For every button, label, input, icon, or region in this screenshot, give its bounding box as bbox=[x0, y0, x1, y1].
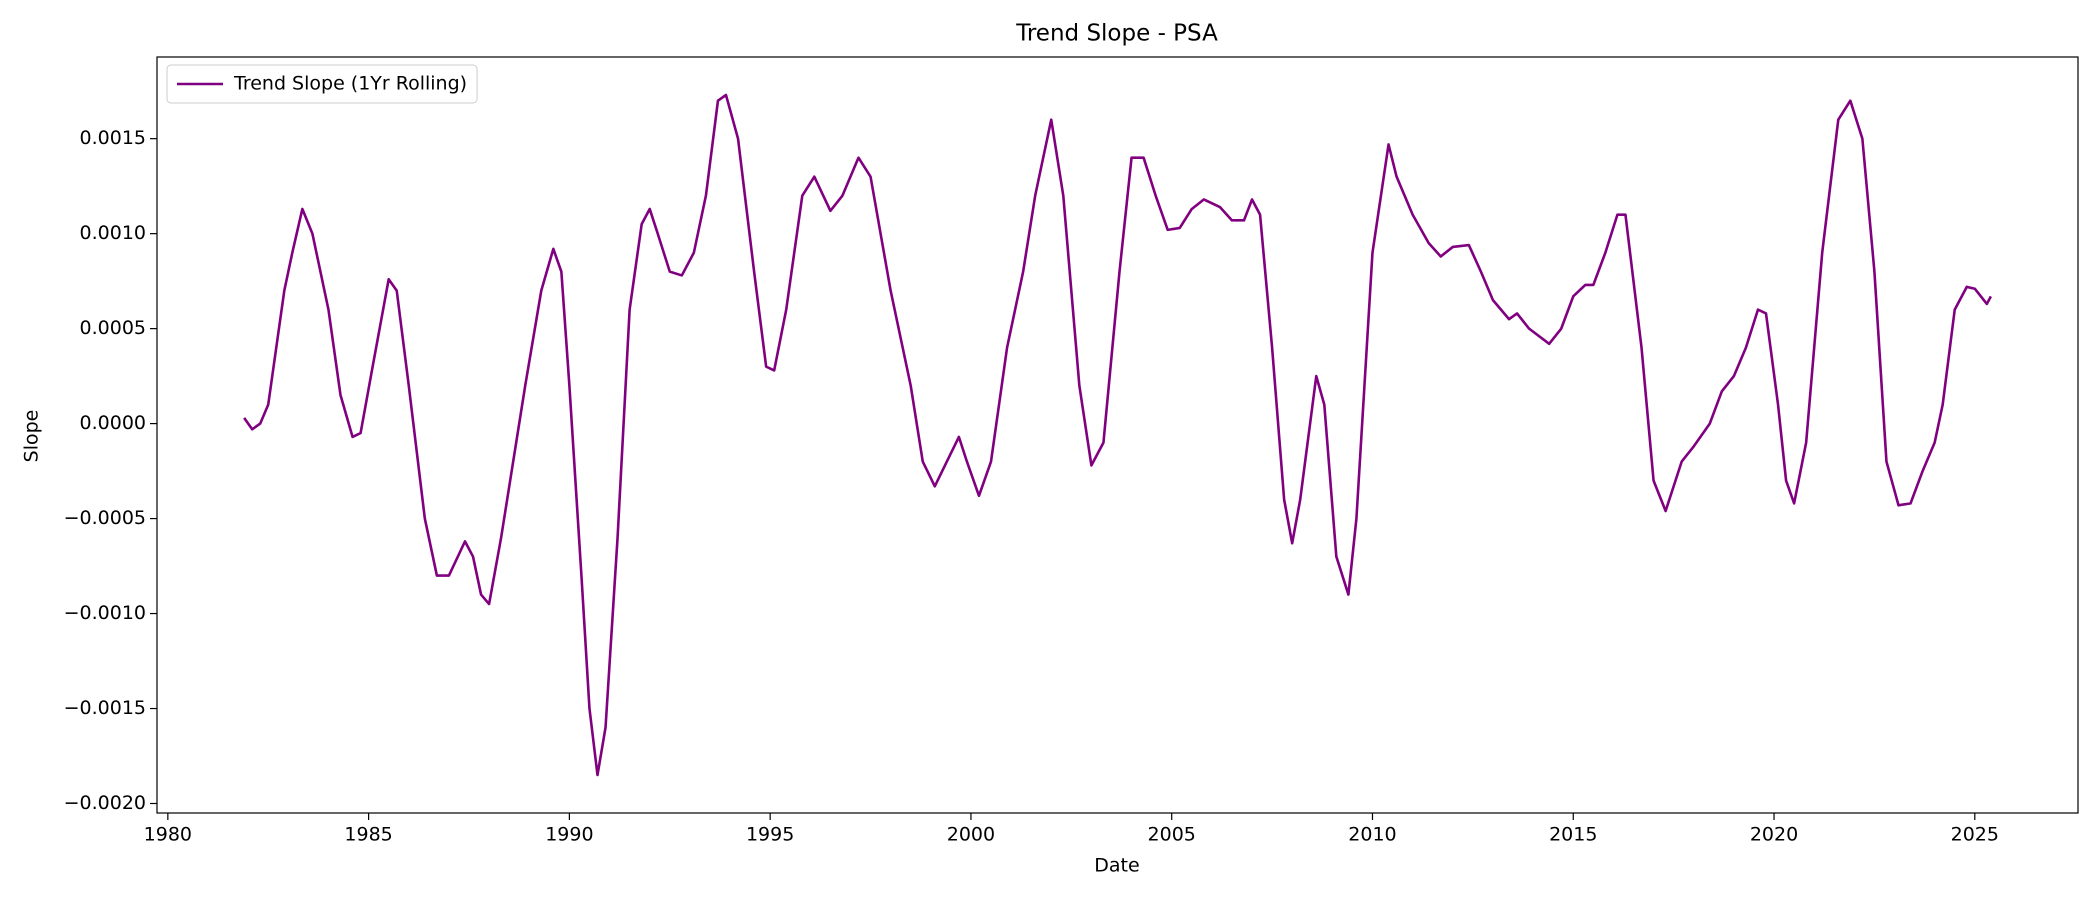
y-tick-label: 0.0005 bbox=[80, 317, 146, 339]
y-axis-label: Slope bbox=[21, 410, 43, 463]
y-tick-label: 0.0000 bbox=[80, 412, 146, 434]
data-line bbox=[243, 93, 1993, 777]
x-tick-label: 2025 bbox=[1951, 824, 1999, 846]
legend-label: Trend Slope (1Yr Rolling) bbox=[233, 73, 467, 95]
x-tick-label: 1980 bbox=[144, 824, 192, 846]
x-tick-label: 1995 bbox=[746, 824, 794, 846]
y-tick-label: −0.0015 bbox=[64, 697, 146, 719]
chart-title: Trend Slope - PSA bbox=[1015, 21, 1218, 47]
y-tick-label: 0.0015 bbox=[80, 127, 146, 149]
y-tick-label: −0.0020 bbox=[64, 792, 146, 814]
legend: Trend Slope (1Yr Rolling) bbox=[166, 64, 478, 104]
x-tick-label: 2015 bbox=[1549, 824, 1597, 846]
plot-frame bbox=[156, 56, 2079, 814]
x-tick-label: 1990 bbox=[545, 824, 593, 846]
y-tick-label: −0.0005 bbox=[64, 507, 146, 529]
x-tick-label: 1985 bbox=[344, 824, 392, 846]
y-tick-label: 0.0010 bbox=[80, 222, 146, 244]
y-tick-label: −0.0010 bbox=[64, 602, 146, 624]
x-tick-label: 2010 bbox=[1348, 824, 1396, 846]
x-tick-label: 2000 bbox=[947, 824, 995, 846]
x-tick-label: 2020 bbox=[1750, 824, 1798, 846]
x-tick-label: 2005 bbox=[1148, 824, 1196, 846]
legend-box bbox=[166, 64, 478, 104]
x-axis-label: Date bbox=[1094, 855, 1139, 877]
